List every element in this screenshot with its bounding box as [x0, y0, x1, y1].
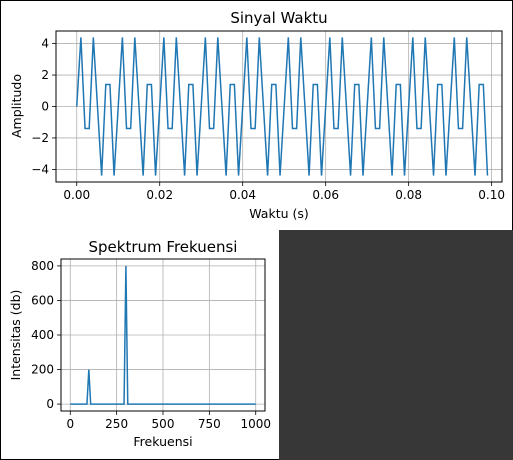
series-line: [75, 37, 489, 176]
series-line: [70, 265, 256, 405]
y-tick-label: 200: [31, 363, 54, 377]
y-axis-label: Amplitudo: [9, 74, 24, 138]
x-tick-label: 0: [66, 417, 74, 431]
y-tick-label: 0: [41, 100, 49, 114]
x-axis-ticks: 0 250 500 750 1000: [66, 417, 271, 431]
chart-title: Sinyal Waktu: [230, 9, 327, 27]
y-tick-label: −4: [31, 162, 49, 176]
plot-area: [60, 258, 266, 412]
x-axis-label: Frekuensi: [133, 434, 192, 449]
y-tick-label: 0: [46, 397, 54, 411]
x-tick-label: 500: [152, 417, 175, 431]
empty-panel: [279, 230, 513, 460]
x-axis-label: Waktu (s): [249, 206, 309, 221]
x-tick-label: 0.02: [146, 188, 173, 202]
y-axis-ticks: 0 200 400 600 800: [31, 259, 54, 411]
y-tick-label: 400: [31, 328, 54, 342]
y-tick-label: 600: [31, 293, 54, 307]
y-tick-label: −2: [31, 131, 49, 145]
x-tick-label: 0.08: [395, 188, 422, 202]
chart-title: Spektrum Frekuensi: [89, 238, 238, 256]
y-tick-label: 4: [41, 37, 49, 51]
x-tick-label: 750: [198, 417, 221, 431]
frequency-spectrum-chart: Spektrum Frekuensi 0 250 500 750 1000 0 …: [8, 238, 271, 449]
x-axis-ticks: 0.00 0.02 0.04 0.06 0.08 0.10: [63, 188, 505, 202]
x-tick-label: 0.04: [229, 188, 256, 202]
y-tick-label: 800: [31, 259, 54, 273]
x-tick-label: 0.00: [63, 188, 90, 202]
y-axis-label: Intensitas (db): [8, 290, 23, 381]
x-tick-label: 0.06: [312, 188, 339, 202]
x-tick-label: 0.10: [478, 188, 505, 202]
time-signal-chart: Sinyal Waktu 0.00 0.02 0.04 0.06 0.08 0.…: [9, 9, 505, 221]
y-tick-label: 2: [41, 68, 49, 82]
x-tick-label: 1000: [240, 417, 271, 431]
x-tick-label: 250: [105, 417, 128, 431]
plot-area: [55, 30, 503, 183]
y-axis-ticks: −4 −2 0 2 4: [31, 37, 49, 177]
